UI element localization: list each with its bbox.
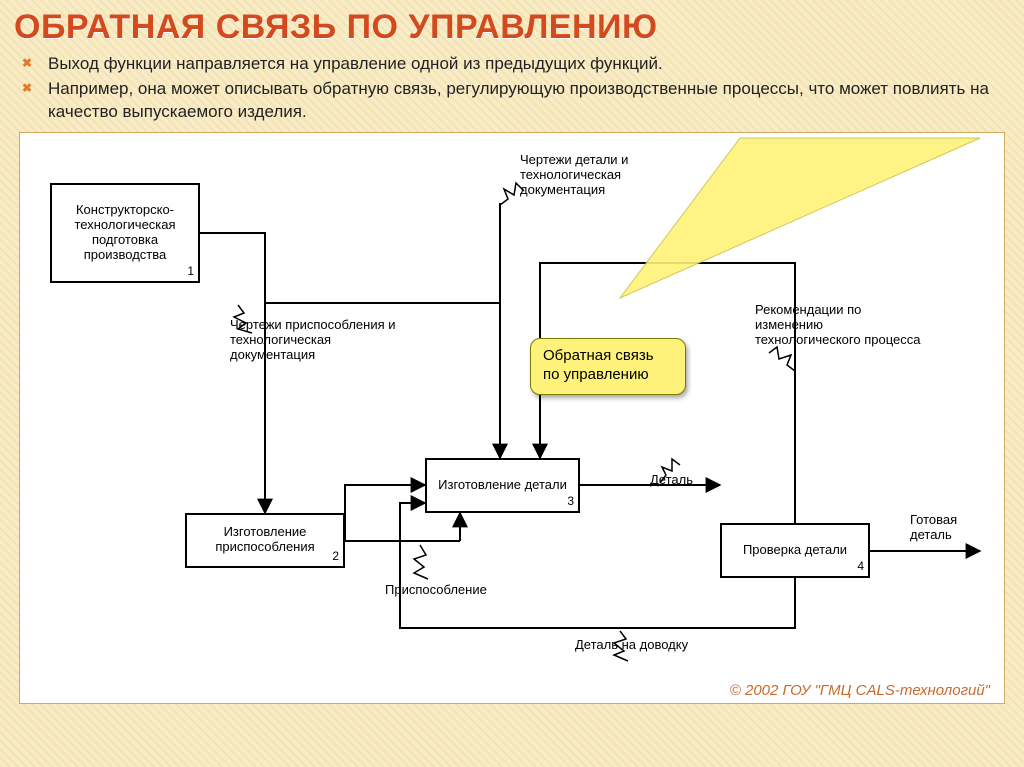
node-label: Изготовление детали xyxy=(438,478,567,493)
diagram: Конструкторско-технологическая подготовк… xyxy=(19,132,1005,704)
bullet-item: Выход функции направляется на управление… xyxy=(48,53,1014,76)
edge-label: Рекомендации по изменению технологическо… xyxy=(755,303,925,348)
copyright: © 2002 ГОУ "ГМЦ CALS-технологий" xyxy=(730,682,990,699)
edge-label: Деталь xyxy=(650,473,693,488)
bullet-list: Выход функции направляется на управление… xyxy=(40,53,1014,124)
edge-label: Готовая деталь xyxy=(910,513,990,543)
node-label: Проверка детали xyxy=(743,543,847,558)
node-label: Конструкторско-технологическая подготовк… xyxy=(52,203,198,263)
edge-label: Деталь на доводку xyxy=(575,638,688,653)
node-3: Изготовление детали 3 xyxy=(425,458,580,513)
page-title: ОБРАТНАЯ СВЯЗЬ ПО УПРАВЛЕНИЮ xyxy=(14,8,1014,47)
edge-label: Чертежи детали и технологическая докумен… xyxy=(520,153,690,198)
node-1: Конструкторско-технологическая подготовк… xyxy=(50,183,200,283)
callout-text: Обратная связь по управлению xyxy=(543,347,654,383)
node-num: 1 xyxy=(187,265,194,279)
callout: Обратная связь по управлению xyxy=(530,338,686,396)
edge-label: Приспособление xyxy=(385,583,487,598)
node-num: 3 xyxy=(567,495,574,509)
edge-label: Чертежи приспособления и технологическая… xyxy=(230,318,410,363)
node-num: 4 xyxy=(857,560,864,574)
bullet-item: Например, она может описывать обратную с… xyxy=(48,78,1014,124)
node-2: Изготовление приспособления 2 xyxy=(185,513,345,568)
node-label: Изготовление приспособления xyxy=(187,525,343,555)
node-4: Проверка детали 4 xyxy=(720,523,870,578)
node-num: 2 xyxy=(332,550,339,564)
